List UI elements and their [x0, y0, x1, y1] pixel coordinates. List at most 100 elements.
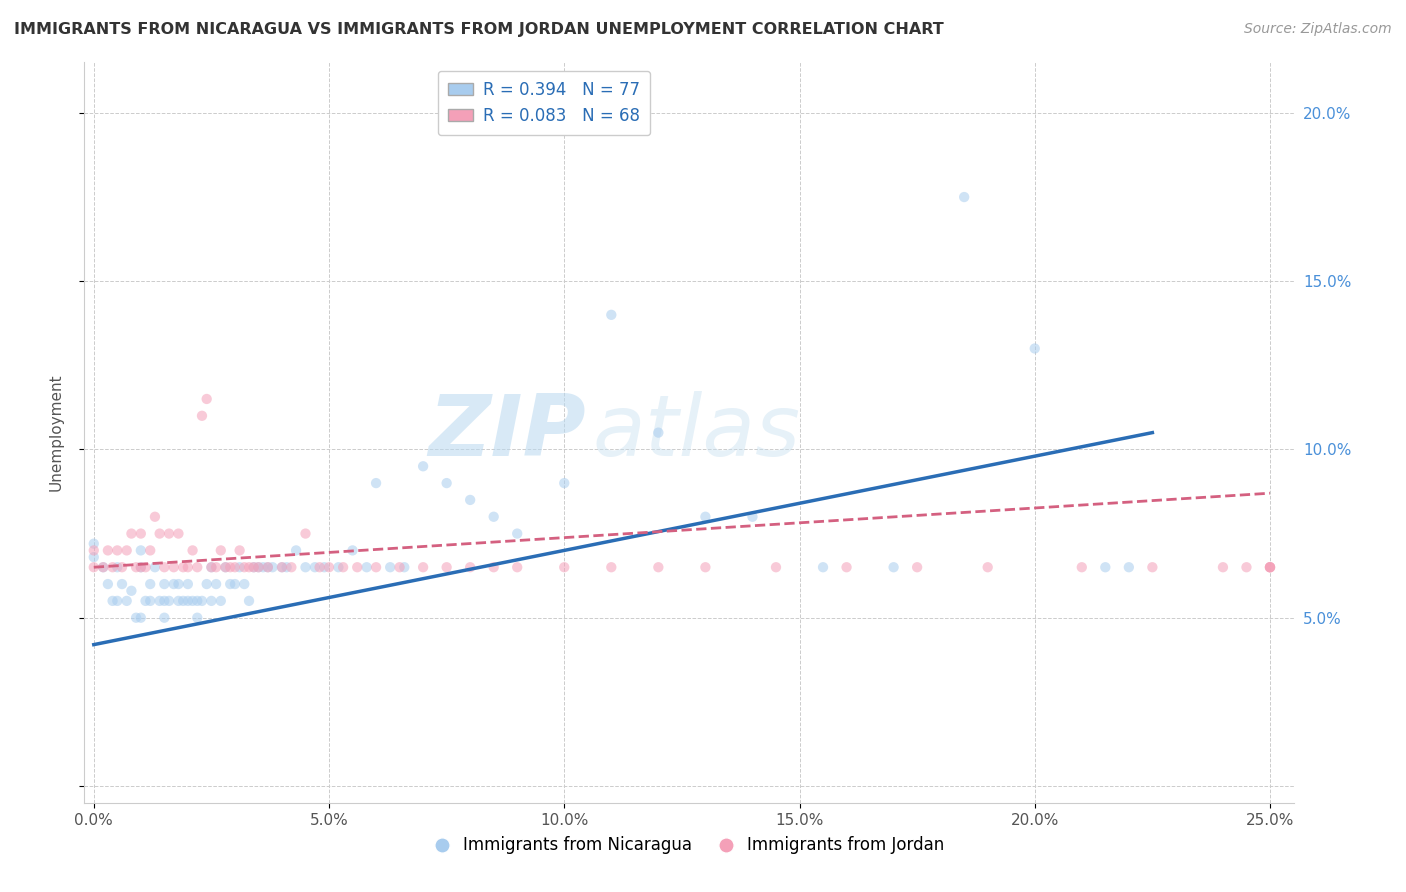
Point [186, 560, 208, 574]
Point [195, 392, 218, 406]
Point [157, 526, 180, 541]
Point [257, 560, 280, 574]
Point [1024, 342, 1046, 356]
Point [135, 594, 157, 608]
Text: IMMIGRANTS FROM NICARAGUA VS IMMIGRANTS FROM JORDAN UNEMPLOYMENT CORRELATION CHA: IMMIGRANTS FROM NICARAGUA VS IMMIGRANTS … [14, 22, 943, 37]
Point [506, 560, 529, 574]
Point [1212, 560, 1234, 574]
Point [172, 560, 194, 574]
Point [163, 560, 186, 574]
Point [115, 594, 138, 608]
Point [233, 560, 256, 574]
Point [364, 560, 387, 574]
Point [105, 560, 128, 574]
Point [342, 543, 364, 558]
Point [276, 560, 298, 574]
Point [482, 509, 505, 524]
Point [205, 560, 228, 574]
Point [200, 560, 222, 574]
Point [105, 594, 128, 608]
Point [308, 560, 330, 574]
Point [1118, 560, 1140, 574]
Point [394, 560, 416, 574]
Legend: Immigrants from Nicaragua, Immigrants from Jordan: Immigrants from Nicaragua, Immigrants fr… [426, 830, 952, 861]
Point [905, 560, 928, 574]
Point [200, 560, 222, 574]
Point [125, 560, 148, 574]
Point [242, 560, 264, 574]
Point [139, 594, 162, 608]
Point [224, 577, 246, 591]
Point [364, 476, 387, 491]
Point [214, 560, 236, 574]
Point [120, 583, 142, 598]
Y-axis label: Unemployment: Unemployment [49, 374, 63, 491]
Point [177, 577, 200, 591]
Point [294, 526, 316, 541]
Point [111, 577, 134, 591]
Text: ZIP: ZIP [429, 391, 586, 475]
Point [205, 577, 228, 591]
Point [1236, 560, 1258, 574]
Point [1142, 560, 1164, 574]
Point [1258, 560, 1281, 574]
Point [120, 526, 142, 541]
Point [129, 543, 152, 558]
Point [553, 560, 575, 574]
Point [1094, 560, 1116, 574]
Point [228, 543, 250, 558]
Point [157, 594, 180, 608]
Point [177, 560, 200, 574]
Point [143, 560, 166, 574]
Point [219, 560, 242, 574]
Point [224, 560, 246, 574]
Point [228, 560, 250, 574]
Point [953, 190, 976, 204]
Point [252, 560, 274, 574]
Point [1258, 560, 1281, 574]
Point [647, 560, 669, 574]
Point [695, 560, 717, 574]
Point [139, 543, 162, 558]
Point [600, 560, 623, 574]
Point [219, 577, 242, 591]
Point [765, 560, 787, 574]
Point [91, 560, 114, 574]
Point [458, 560, 481, 574]
Point [139, 577, 162, 591]
Point [247, 560, 270, 574]
Point [976, 560, 998, 574]
Point [172, 594, 194, 608]
Point [91, 560, 114, 574]
Point [101, 594, 124, 608]
Point [262, 560, 284, 574]
Point [125, 610, 148, 624]
Point [209, 543, 232, 558]
Point [135, 560, 157, 574]
Point [280, 560, 302, 574]
Point [129, 526, 152, 541]
Point [214, 560, 236, 574]
Point [153, 560, 176, 574]
Point [304, 560, 326, 574]
Point [186, 594, 208, 608]
Point [242, 560, 264, 574]
Point [482, 560, 505, 574]
Point [163, 577, 186, 591]
Point [506, 526, 529, 541]
Point [835, 560, 858, 574]
Point [271, 560, 294, 574]
Point [115, 543, 138, 558]
Point [356, 560, 378, 574]
Point [811, 560, 834, 574]
Point [257, 560, 280, 574]
Point [181, 594, 204, 608]
Point [1258, 560, 1281, 574]
Point [149, 526, 172, 541]
Point [97, 577, 120, 591]
Point [129, 610, 152, 624]
Point [346, 560, 368, 574]
Point [195, 577, 218, 591]
Point [436, 476, 458, 491]
Point [191, 594, 214, 608]
